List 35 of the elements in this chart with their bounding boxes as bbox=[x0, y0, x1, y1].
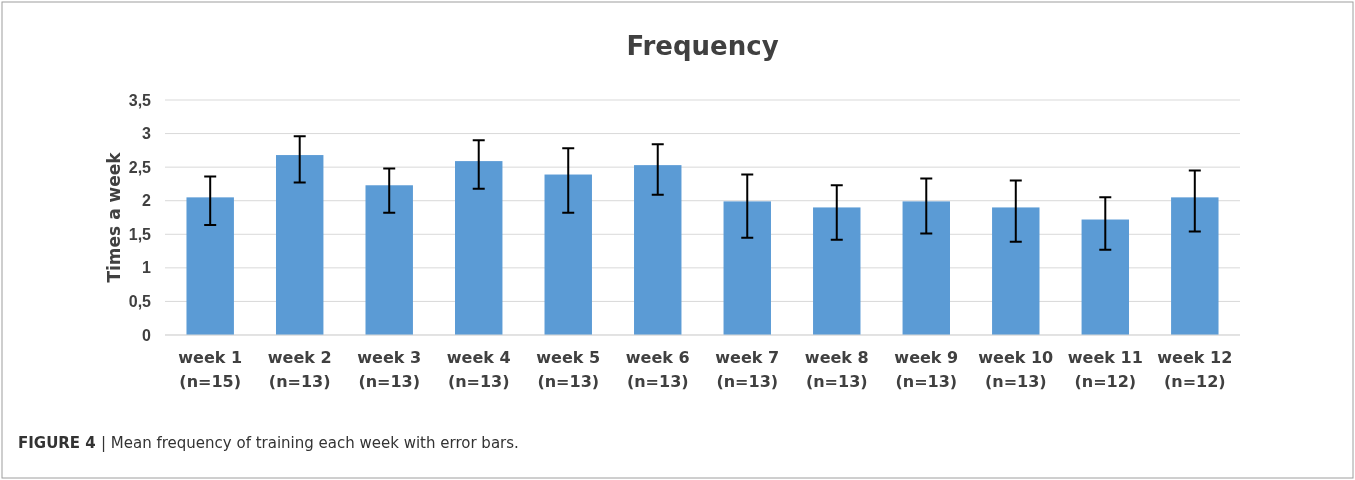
bar bbox=[455, 161, 503, 335]
bar bbox=[186, 197, 234, 335]
x-tick-label: week 10 (n=13) bbox=[978, 348, 1054, 391]
x-tick-label: week 9 (n=13) bbox=[894, 348, 959, 391]
x-tick-label: week 5 (n=13) bbox=[536, 348, 601, 391]
chart-title: Frequency bbox=[626, 31, 779, 61]
y-tick-label: 3 bbox=[142, 125, 152, 143]
caption: FIGURE 4 | Mean frequency of training each week with error bars. bbox=[18, 434, 519, 452]
y-axis-title: Times a week bbox=[104, 151, 124, 283]
bar bbox=[275, 155, 324, 335]
y-tick-label: 1 bbox=[142, 259, 152, 277]
x-tick-label: week 7 (n=13) bbox=[715, 348, 780, 391]
bar bbox=[544, 174, 592, 335]
bar bbox=[902, 201, 950, 335]
bar bbox=[365, 185, 413, 335]
y-tick-label: 1,5 bbox=[128, 225, 152, 243]
x-tick-label: week 2 (n=13) bbox=[267, 348, 332, 391]
y-tick-label: 2 bbox=[142, 192, 152, 210]
bar bbox=[992, 207, 1040, 335]
y-tick-label: 3,5 bbox=[128, 91, 152, 109]
x-tick-label: week 11 (n=12) bbox=[1067, 348, 1143, 391]
bar bbox=[813, 207, 861, 335]
y-tick-label: 0 bbox=[142, 326, 152, 344]
bar bbox=[1081, 219, 1130, 335]
x-tick-label: week 8 (n=13) bbox=[804, 348, 869, 391]
bar bbox=[723, 201, 771, 335]
x-tick-label: week 3 (n=13) bbox=[357, 348, 422, 391]
x-tick-label: week 6 (n=13) bbox=[625, 348, 690, 391]
bar bbox=[634, 165, 682, 335]
x-tick-label: week 4 (n=13) bbox=[446, 348, 511, 391]
x-tick-label: week 1 (n=15) bbox=[178, 348, 243, 391]
x-tick-label: week 12 (n=12) bbox=[1157, 348, 1233, 391]
bar bbox=[1171, 197, 1219, 335]
y-tick-label: 2,5 bbox=[128, 158, 152, 176]
y-tick-label: 0,5 bbox=[128, 293, 152, 311]
